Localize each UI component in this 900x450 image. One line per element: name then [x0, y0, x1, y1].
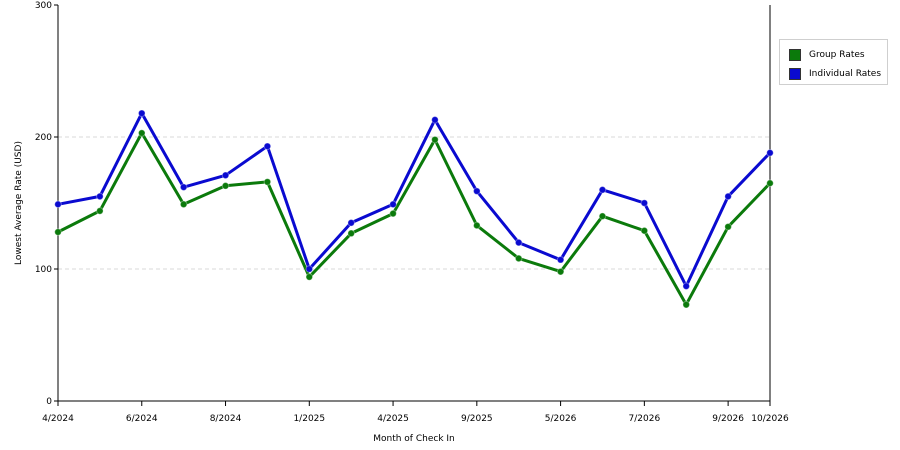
- data-point: [347, 229, 355, 238]
- y-tick-label: 200: [35, 133, 52, 143]
- x-tick-labels: 4/2024 6/2024 8/2024 1/2025 4/2025 9/2025 5/20…: [42, 414, 789, 424]
- data-point: [431, 116, 439, 124]
- x-tick-label: 6/2024: [126, 414, 158, 424]
- data-point: [389, 209, 397, 218]
- axes: [54, 4, 771, 406]
- legend-item-individual-rates: Individual Rates: [789, 67, 881, 81]
- legend-item-group-rates: Group Rates: [789, 48, 865, 62]
- data-point: [640, 226, 649, 235]
- legend: Group Rates Individual Rates: [779, 39, 888, 85]
- legend-swatch-group-rates: [789, 49, 801, 61]
- data-point: [179, 183, 188, 191]
- data-point: [514, 254, 523, 263]
- x-tick-label: 4/2025: [377, 414, 409, 424]
- series-line: [57, 131, 772, 307]
- series-line: [57, 111, 772, 288]
- y-tick-label: 0: [46, 397, 52, 407]
- data-point: [221, 171, 230, 180]
- data-point: [347, 219, 355, 227]
- series-lines: [54, 109, 774, 309]
- x-tick-label: 10/2026: [751, 414, 789, 424]
- data-point: [96, 192, 104, 201]
- data-point: [389, 200, 397, 209]
- x-tick-label: 5/2026: [545, 414, 577, 424]
- data-point: [473, 221, 481, 230]
- data-point: [556, 267, 565, 276]
- data-point: [640, 199, 649, 207]
- data-point: [137, 129, 146, 137]
- data-point: [221, 182, 230, 190]
- data-point: [724, 192, 732, 201]
- data-point: [54, 200, 62, 209]
- x-axis-title: Month of Check In: [373, 434, 455, 444]
- data-point: [766, 179, 774, 187]
- x-tick-label: 9/2025: [461, 414, 493, 424]
- series-group-rates: [54, 129, 774, 309]
- y-axis-title: Lowest Average Rate (USD): [14, 141, 24, 265]
- data-point: [766, 149, 774, 157]
- x-tick-label: 7/2026: [629, 414, 661, 424]
- data-point: [431, 135, 439, 144]
- x-tick-label: 1/2025: [293, 414, 325, 424]
- legend-swatch-individual-rates: [789, 68, 801, 80]
- legend-label-individual-rates: Individual Rates: [809, 69, 882, 79]
- data-point: [514, 238, 523, 247]
- data-point: [179, 200, 188, 209]
- data-point: [263, 178, 272, 186]
- data-point: [598, 186, 607, 194]
- data-point: [473, 187, 481, 195]
- data-point: [682, 282, 691, 290]
- legend-label-group-rates: Group Rates: [809, 50, 865, 60]
- series-individual-rates: [54, 109, 774, 290]
- y-tick-label: 100: [35, 265, 52, 275]
- data-point: [305, 273, 314, 281]
- data-point: [263, 142, 272, 151]
- data-point: [556, 255, 565, 264]
- y-tick-labels: 0 100 200 300: [35, 1, 52, 407]
- data-point: [598, 212, 607, 220]
- x-tick-label: 4/2024: [42, 414, 74, 424]
- x-tick-label: 8/2024: [210, 414, 242, 424]
- data-point: [305, 265, 314, 273]
- x-tick-label: 9/2026: [712, 414, 744, 424]
- data-point: [96, 207, 104, 215]
- data-point: [682, 300, 691, 309]
- y-tick-label: 300: [35, 1, 52, 11]
- data-point: [54, 228, 62, 236]
- data-point: [724, 222, 732, 231]
- data-point: [137, 109, 146, 118]
